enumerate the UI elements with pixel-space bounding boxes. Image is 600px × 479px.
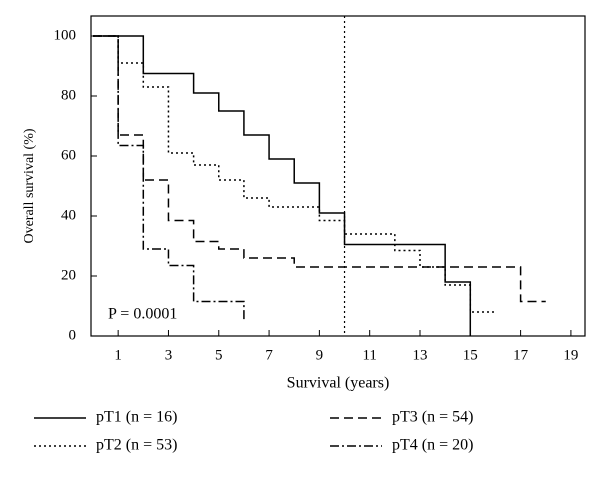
x-tick-label: 15: [463, 347, 478, 363]
x-tick-label: 3: [165, 347, 173, 363]
legend-label: pT2 (n = 53): [96, 437, 177, 454]
x-tick-label: 11: [362, 347, 376, 363]
survival-curve: [93, 35, 245, 320]
annotation: P = 0.0001: [108, 306, 177, 323]
legend-label: pT1 (n = 16): [96, 409, 177, 426]
y-tick-label: 20: [61, 267, 76, 283]
y-tick-label: 40: [61, 207, 76, 223]
x-tick-label: 5: [215, 347, 223, 363]
y-tick-label: 100: [54, 27, 77, 43]
survival-curve: [93, 35, 472, 336]
x-tick-label: 19: [563, 347, 578, 363]
x-tick-label: 17: [513, 347, 529, 363]
y-tick-label: 0: [69, 327, 77, 343]
legend-label: pT4 (n = 20): [392, 437, 473, 454]
x-tick-label: 7: [265, 347, 273, 363]
x-axis-label: Survival (years): [287, 375, 390, 392]
survival-curve: [93, 35, 496, 313]
x-tick-label: 13: [412, 347, 427, 363]
legend-label: pT3 (n = 54): [392, 409, 473, 426]
plot-frame: [90, 15, 586, 337]
y-tick-label: 60: [61, 147, 76, 163]
y-axis-label: Overall survival (%): [22, 128, 37, 243]
x-tick-label: 9: [316, 347, 324, 363]
x-tick-label: 1: [114, 347, 122, 363]
y-tick-label: 80: [61, 87, 76, 103]
survival-curve: [93, 35, 546, 303]
